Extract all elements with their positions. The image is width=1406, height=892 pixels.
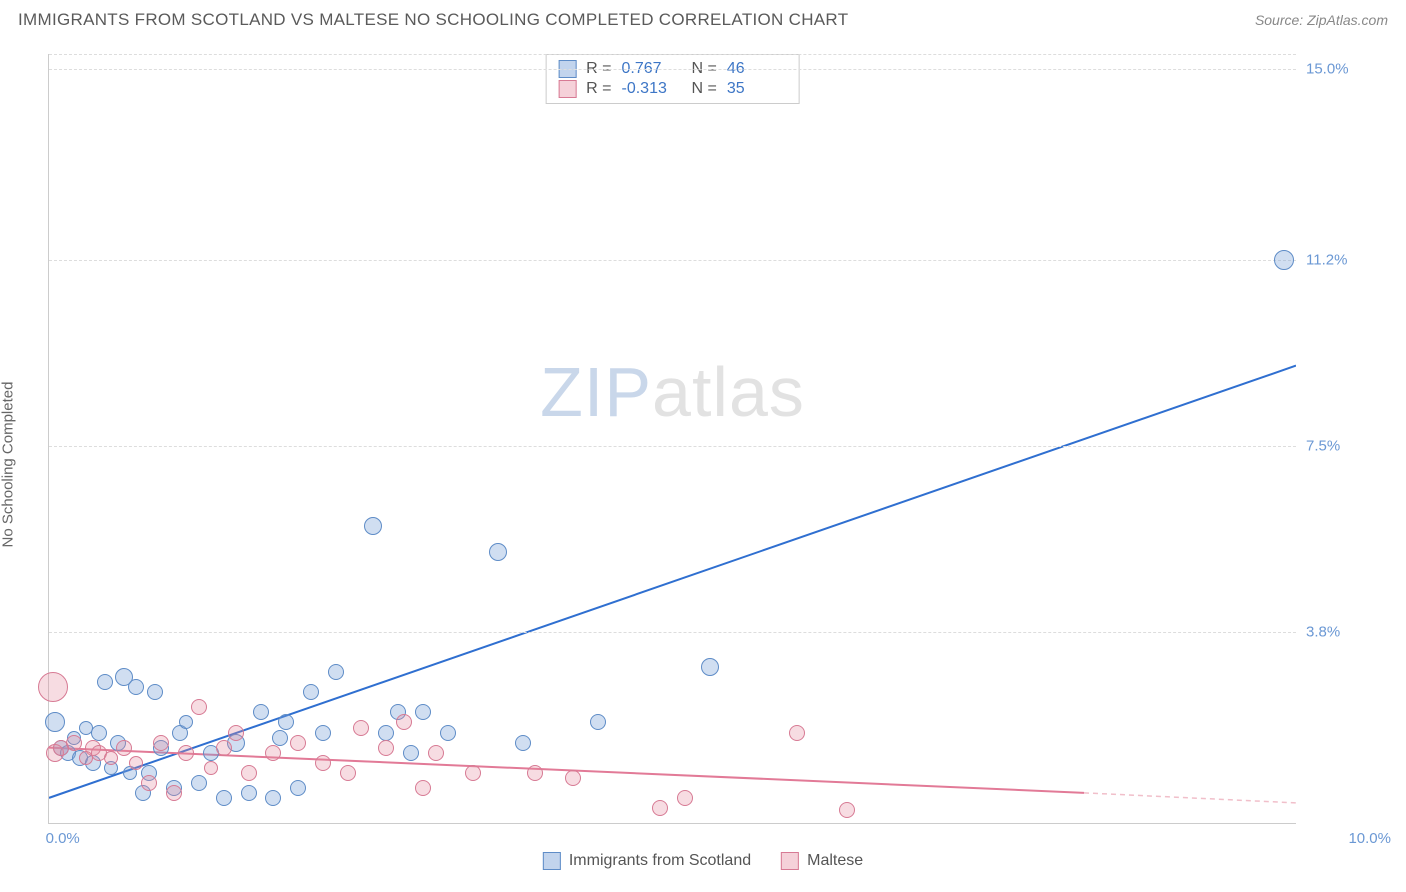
x-tick-label: 10.0% — [1348, 830, 1391, 847]
data-point-scotland — [241, 785, 257, 801]
data-point-scotland — [45, 712, 65, 732]
data-point-maltese — [353, 720, 369, 736]
data-point-scotland — [191, 775, 207, 791]
data-point-scotland — [179, 715, 193, 729]
data-point-maltese — [789, 725, 805, 741]
gridline — [49, 632, 1296, 633]
stat-r-maltese: -0.313 — [622, 80, 682, 98]
data-point-maltese — [839, 802, 855, 818]
x-tick-label: 0.0% — [46, 830, 80, 847]
watermark-left: ZIP — [540, 353, 652, 431]
data-point-maltese — [166, 785, 182, 801]
data-point-scotland — [265, 790, 281, 806]
stats-legend-box: R = 0.767 N = 46 R = -0.313 N = 35 — [545, 54, 800, 104]
data-point-scotland — [515, 735, 531, 751]
data-point-maltese — [652, 800, 668, 816]
chart-container: No Schooling Completed ZIPatlas R = 0.76… — [0, 36, 1406, 876]
bottom-legend: Immigrants from Scotland Maltese — [543, 852, 863, 870]
data-point-maltese — [241, 765, 257, 781]
data-point-maltese — [116, 740, 132, 756]
data-point-scotland — [272, 730, 288, 746]
legend-item-maltese: Maltese — [781, 852, 863, 870]
data-point-maltese — [290, 735, 306, 751]
data-point-maltese — [66, 735, 82, 751]
data-point-scotland — [489, 543, 507, 561]
data-point-maltese — [527, 765, 543, 781]
y-tick-label: 3.8% — [1306, 624, 1391, 641]
stat-n-maltese: 35 — [727, 80, 787, 98]
data-point-maltese — [191, 699, 207, 715]
data-point-scotland — [701, 658, 719, 676]
data-point-scotland — [253, 704, 269, 720]
data-point-scotland — [415, 704, 431, 720]
data-point-maltese — [428, 745, 444, 761]
source-attribution: Source: ZipAtlas.com — [1255, 12, 1388, 28]
stat-n-label: N = — [692, 80, 717, 98]
data-point-maltese — [153, 735, 169, 751]
data-point-scotland — [91, 725, 107, 741]
data-point-scotland — [128, 679, 144, 695]
legend-label-maltese: Maltese — [807, 852, 863, 870]
gridline — [49, 260, 1296, 261]
trend-lines — [49, 54, 1296, 823]
legend-swatch-scotland-icon — [543, 852, 561, 870]
data-point-scotland — [147, 684, 163, 700]
data-point-maltese — [38, 672, 68, 702]
data-point-scotland — [440, 725, 456, 741]
data-point-maltese — [415, 780, 431, 796]
data-point-scotland — [278, 714, 294, 730]
data-point-maltese — [178, 745, 194, 761]
y-tick-label: 11.2% — [1306, 252, 1391, 269]
stat-r-label: R = — [586, 80, 611, 98]
data-point-scotland — [328, 664, 344, 680]
data-point-maltese — [396, 714, 412, 730]
data-point-scotland — [364, 517, 382, 535]
data-point-maltese — [104, 751, 118, 765]
data-point-scotland — [403, 745, 419, 761]
plot-area: ZIPatlas R = 0.767 N = 46 R = -0.313 N =… — [48, 54, 1296, 824]
data-point-maltese — [315, 755, 331, 771]
y-tick-label: 15.0% — [1306, 61, 1391, 78]
legend-item-scotland: Immigrants from Scotland — [543, 852, 751, 870]
y-tick-label: 7.5% — [1306, 438, 1391, 455]
stats-row-maltese: R = -0.313 N = 35 — [558, 79, 787, 99]
data-point-maltese — [565, 770, 581, 786]
watermark: ZIPatlas — [540, 352, 805, 432]
data-point-scotland — [1274, 250, 1294, 270]
data-point-scotland — [97, 674, 113, 690]
data-point-maltese — [129, 756, 143, 770]
data-point-maltese — [204, 761, 218, 775]
chart-title: IMMIGRANTS FROM SCOTLAND VS MALTESE NO S… — [18, 10, 848, 30]
gridline — [49, 69, 1296, 70]
data-point-scotland — [290, 780, 306, 796]
legend-swatch-maltese-icon — [781, 852, 799, 870]
data-point-maltese — [141, 775, 157, 791]
data-point-maltese — [378, 740, 394, 756]
gridline — [49, 54, 1296, 55]
data-point-maltese — [216, 740, 232, 756]
chart-header: IMMIGRANTS FROM SCOTLAND VS MALTESE NO S… — [0, 0, 1406, 36]
data-point-scotland — [303, 684, 319, 700]
data-point-scotland — [378, 725, 394, 741]
y-axis-label: No Schooling Completed — [0, 382, 17, 548]
data-point-scotland — [590, 714, 606, 730]
legend-label-scotland: Immigrants from Scotland — [569, 852, 751, 870]
swatch-maltese-icon — [558, 80, 576, 98]
gridline — [49, 446, 1296, 447]
data-point-maltese — [265, 745, 281, 761]
data-point-scotland — [315, 725, 331, 741]
data-point-scotland — [216, 790, 232, 806]
watermark-right: atlas — [652, 353, 805, 431]
data-point-maltese — [340, 765, 356, 781]
data-point-maltese — [228, 725, 244, 741]
data-point-maltese — [465, 765, 481, 781]
data-point-maltese — [677, 790, 693, 806]
